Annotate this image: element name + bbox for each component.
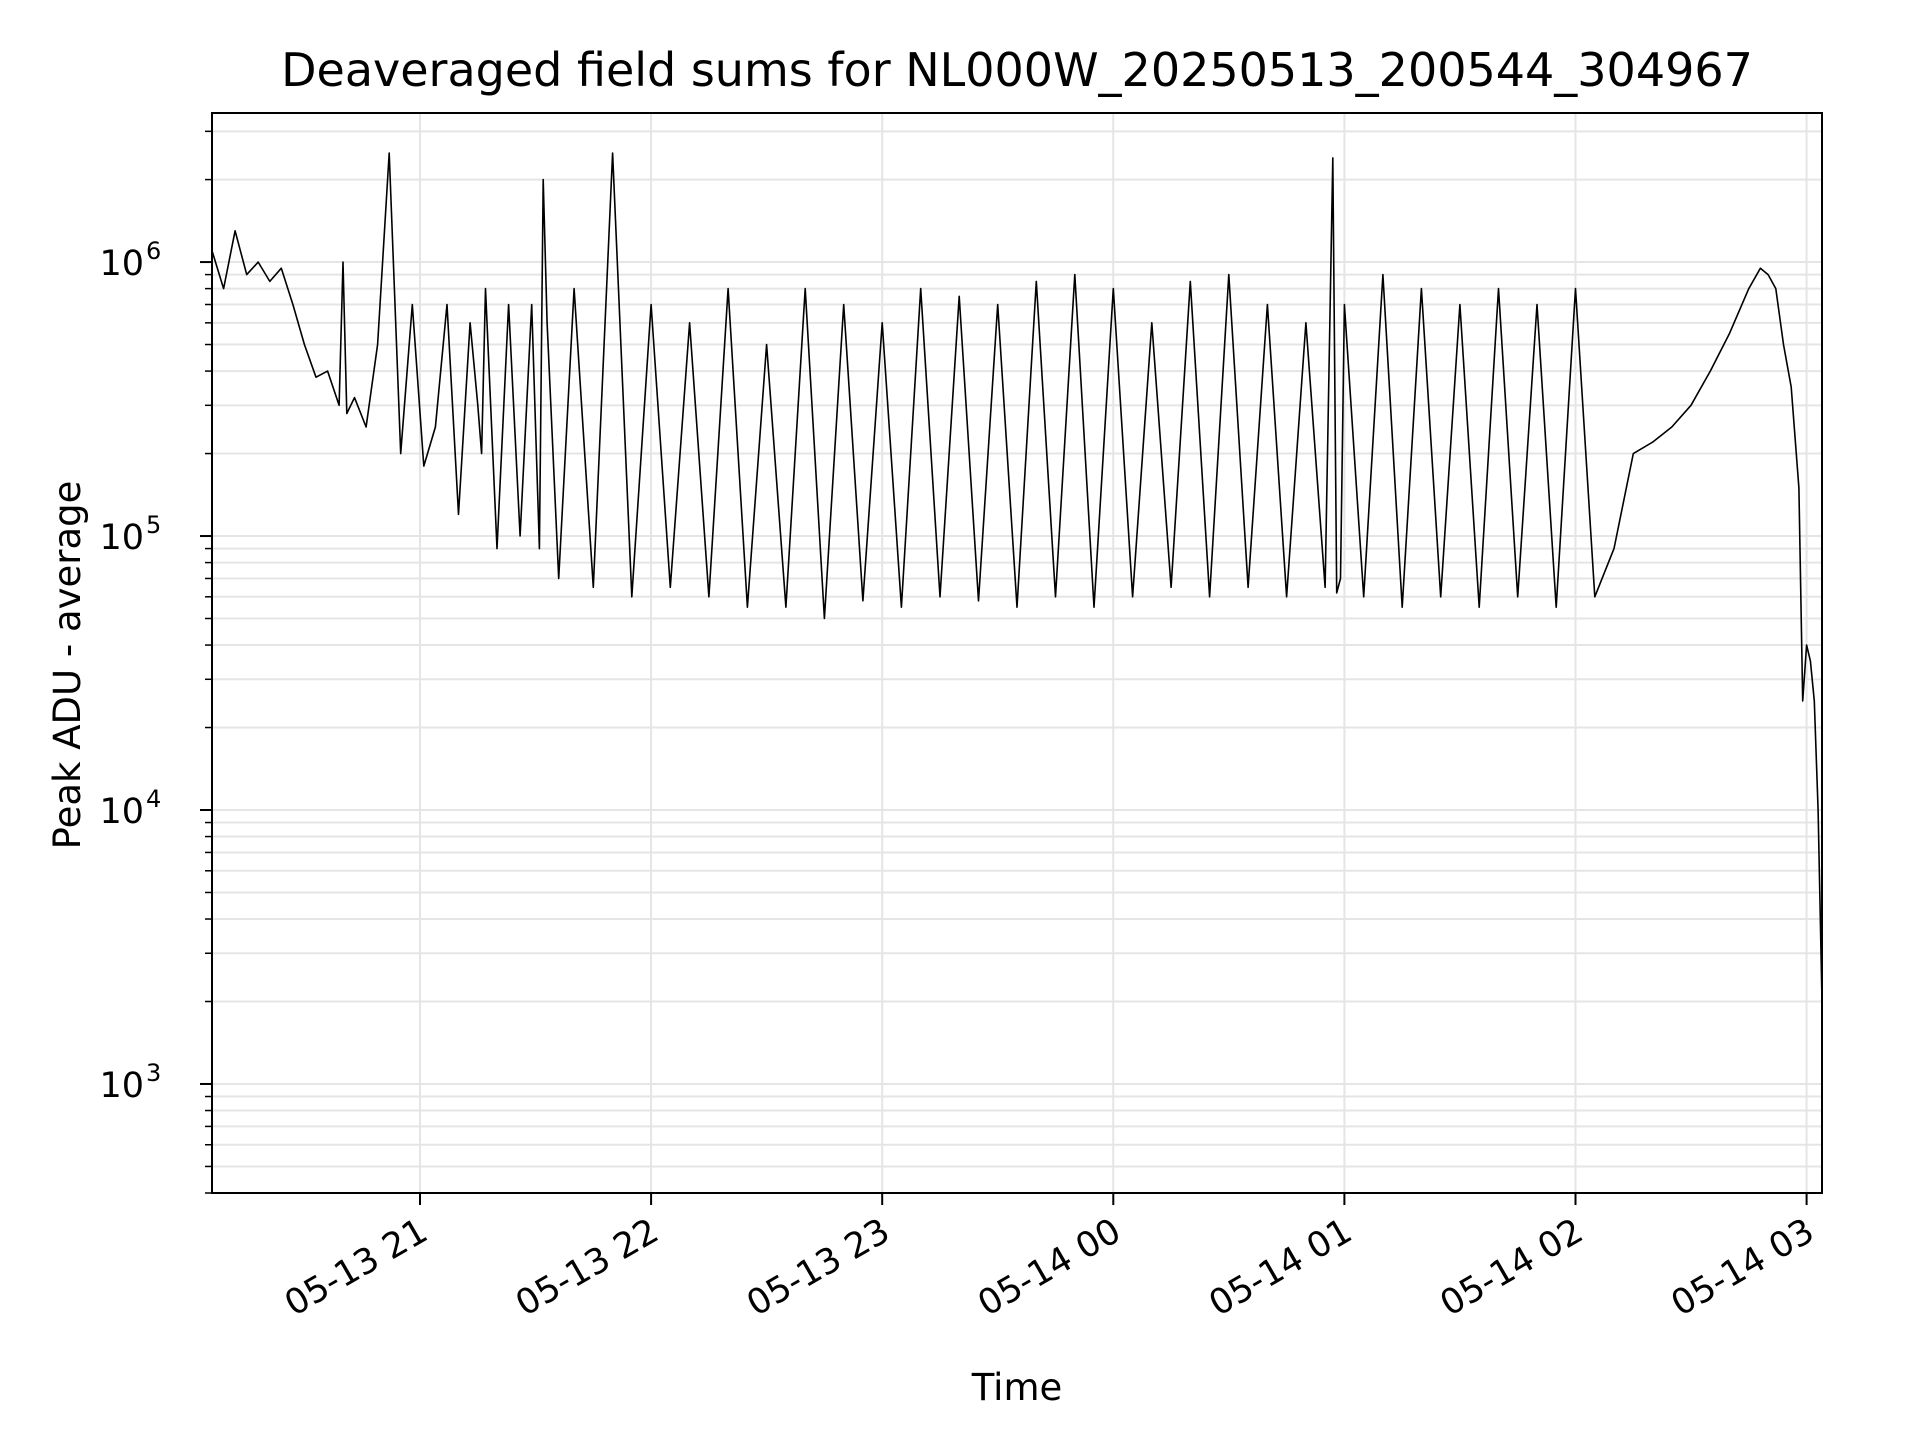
y-tick-exponent: 6: [146, 237, 161, 265]
plot-frame: [211, 112, 1823, 1194]
y-tick-exponent: 5: [146, 511, 161, 539]
y-tick-label: 10 5: [99, 511, 161, 558]
y-axis-label: Peak ADU - average: [46, 481, 89, 850]
series-line: [211, 152, 1823, 1002]
y-tick-exponent: 3: [146, 1059, 161, 1087]
y-tick-label: 10 6: [99, 237, 161, 284]
y-tick-exponent: 4: [146, 785, 161, 813]
y-tick-base: 10: [99, 792, 144, 832]
y-tick-base: 10: [99, 1066, 144, 1106]
y-tick-label: 10 3: [99, 1059, 161, 1106]
y-tick-base: 10: [99, 518, 144, 558]
y-tick-label: 10 4: [99, 785, 161, 832]
minor-grid: [212, 130, 1822, 1194]
x-axis-label: Time: [971, 1366, 1063, 1409]
chart-title: Deaveraged field sums for NL000W_2025051…: [281, 43, 1753, 97]
y-tick-base: 10: [99, 244, 144, 284]
